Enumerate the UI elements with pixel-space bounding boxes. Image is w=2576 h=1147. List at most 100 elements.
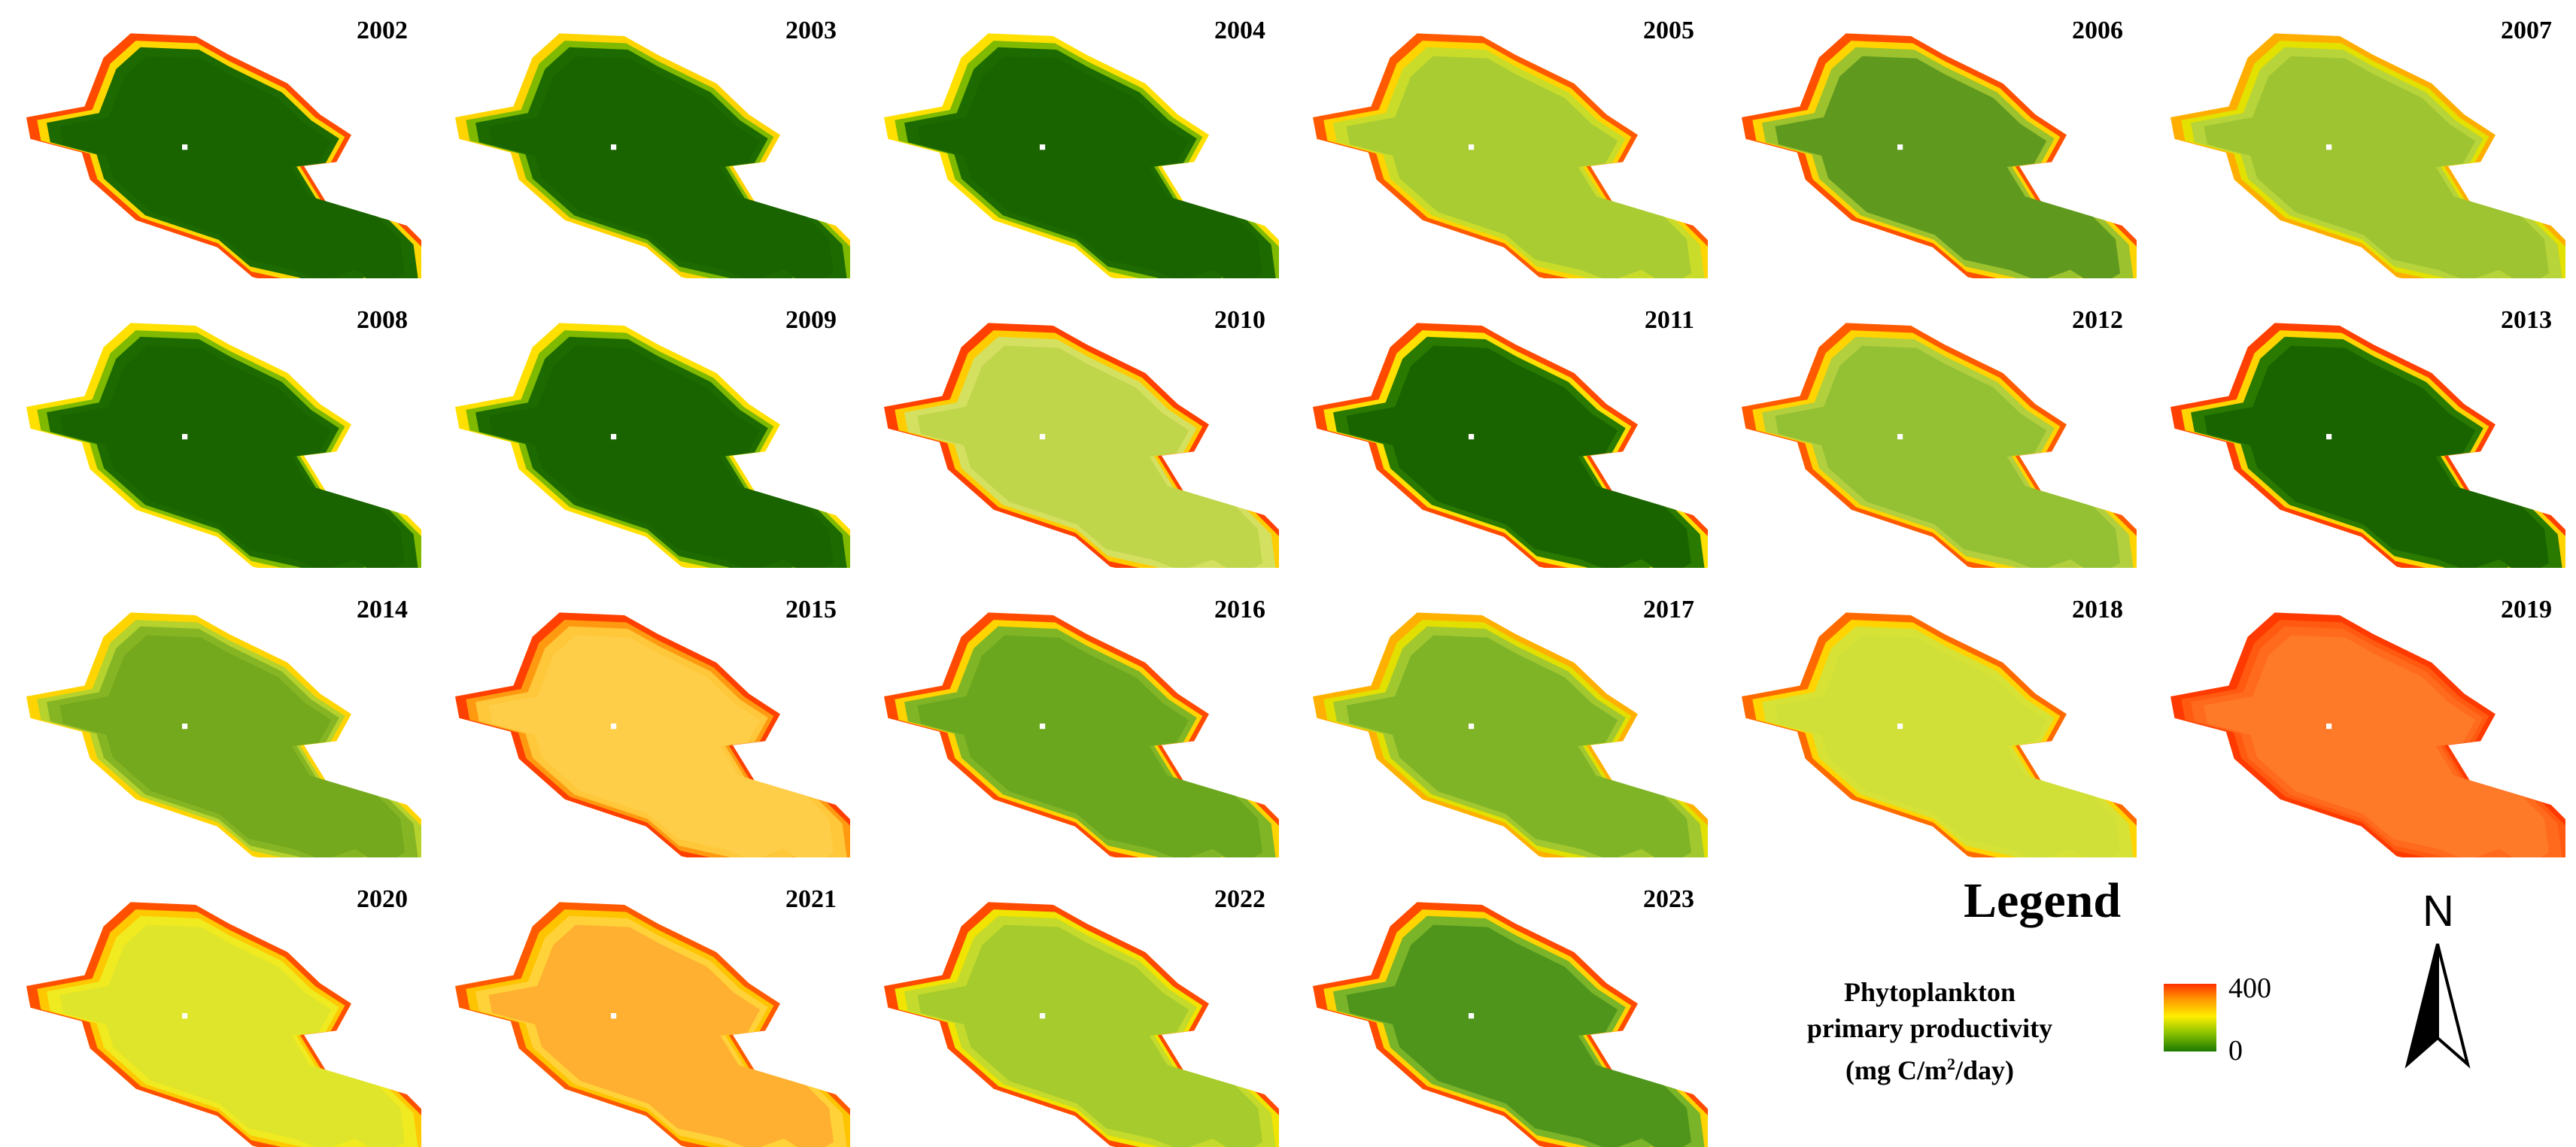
island-speck — [611, 724, 617, 730]
legend-label-line3: (mg C/m2/day) — [1730, 1046, 2129, 1088]
map-year-label: 2021 — [785, 885, 837, 913]
lake-map-2010 — [883, 323, 1279, 568]
lake-map-2018 — [1741, 612, 2137, 857]
island-speck — [611, 1013, 617, 1019]
map-year-label: 2004 — [1214, 17, 1265, 44]
map-year-label: 2016 — [1214, 596, 1265, 624]
map-panel-2022: 2022 — [858, 869, 1279, 1147]
map-year-label: 2020 — [357, 885, 408, 913]
lake-band-3 — [917, 924, 1263, 1147]
lake-band-3 — [59, 56, 406, 278]
map-year-label: 2013 — [2501, 306, 2552, 334]
map-panel-2018: 2018 — [1715, 579, 2137, 857]
lake-band-3 — [2204, 635, 2550, 857]
map-year-label: 2019 — [2501, 596, 2552, 624]
map-panel-2012: 2012 — [1715, 290, 2137, 568]
island-speck — [1040, 1013, 1046, 1019]
map-year-label: 2023 — [1643, 885, 1694, 913]
lake-band-3 — [1775, 56, 2121, 278]
map-year-label: 2022 — [1214, 885, 1265, 913]
island-speck — [1469, 724, 1475, 730]
lake-band-3 — [1346, 924, 1692, 1147]
map-year-label: 2002 — [357, 17, 408, 44]
map-panel-2010: 2010 — [858, 290, 1279, 568]
map-year-label: 2012 — [2072, 306, 2123, 334]
island-speck — [182, 724, 188, 730]
legend-variable-label: Phytoplankton primary productivity (mg C… — [1730, 974, 2129, 1088]
island-speck — [182, 144, 188, 150]
lake-band-3 — [488, 345, 834, 568]
map-panel-2003: 2003 — [429, 0, 850, 278]
map-year-label: 2003 — [785, 17, 837, 44]
map-year-label: 2017 — [1643, 596, 1694, 624]
lake-map-2019 — [2170, 612, 2565, 857]
map-year-label: 2014 — [357, 596, 408, 624]
legend-unit-start: (mg C/m — [1845, 1055, 1947, 1085]
legend-max-label: 400 — [2228, 973, 2271, 1004]
lake-band-3 — [59, 924, 406, 1147]
lake-map-2013 — [2170, 323, 2565, 568]
lake-band-3 — [917, 635, 1263, 857]
map-panel-2020: 2020 — [0, 869, 421, 1147]
island-speck — [1040, 144, 1046, 150]
map-year-label: 2011 — [1644, 306, 1694, 334]
lake-band-3 — [2204, 56, 2550, 278]
lake-band-3 — [1346, 635, 1692, 857]
lake-map-2014 — [26, 612, 421, 857]
island-speck — [1897, 724, 1903, 730]
map-panel-2007: 2007 — [2144, 0, 2565, 278]
lake-map-2007 — [2170, 33, 2565, 278]
lake-band-3 — [1346, 345, 1692, 568]
lake-map-2016 — [883, 612, 1279, 857]
lake-map-2003 — [454, 33, 850, 278]
lake-band-3 — [917, 345, 1263, 568]
lake-map-2015 — [454, 612, 850, 857]
map-panel-2021: 2021 — [429, 869, 850, 1147]
map-panel-2009: 2009 — [429, 290, 850, 568]
map-panel-2014: 2014 — [0, 579, 421, 857]
lake-band-3 — [59, 345, 406, 568]
map-panel-2006: 2006 — [1715, 0, 2137, 278]
map-panel-2008: 2008 — [0, 290, 421, 568]
lake-map-2012 — [1741, 323, 2137, 568]
lake-band-3 — [488, 56, 834, 278]
legend-label-line1: Phytoplankton — [1843, 977, 2016, 1007]
map-year-label: 2005 — [1643, 17, 1694, 44]
island-speck — [1040, 724, 1046, 730]
lake-map-2017 — [1312, 612, 1708, 857]
lake-map-2002 — [26, 33, 421, 278]
lake-map-2004 — [883, 33, 1279, 278]
map-year-label: 2007 — [2501, 17, 2552, 44]
lake-band-3 — [488, 924, 834, 1147]
island-speck — [2326, 724, 2332, 730]
legend-color-ramp — [2164, 984, 2216, 1051]
lake-map-2005 — [1312, 33, 1708, 278]
lake-band-3 — [1775, 635, 2121, 857]
lake-band-3 — [59, 635, 406, 857]
lake-band-3 — [488, 635, 834, 857]
island-speck — [1040, 434, 1046, 440]
map-panel-2013: 2013 — [2144, 290, 2565, 568]
lake-map-2011 — [1312, 323, 1708, 568]
lake-map-2023 — [1312, 902, 1708, 1147]
island-speck — [1469, 434, 1475, 440]
map-panel-2011: 2011 — [1286, 290, 1708, 568]
island-speck — [1897, 434, 1903, 440]
island-speck — [1897, 144, 1903, 150]
map-panel-2019: 2019 — [2144, 579, 2565, 857]
island-speck — [1469, 144, 1475, 150]
map-panel-2023: 2023 — [1286, 869, 1708, 1147]
island-speck — [611, 434, 617, 440]
map-year-label: 2018 — [2072, 596, 2123, 624]
island-speck — [182, 1013, 188, 1019]
north-arrow-label: N — [2423, 887, 2454, 936]
island-speck — [2326, 434, 2332, 440]
island-speck — [1469, 1013, 1475, 1019]
lake-map-2008 — [26, 323, 421, 568]
map-panel-2002: 2002 — [0, 0, 421, 278]
lake-band-3 — [917, 56, 1263, 278]
legend-unit-superscript: 2 — [1946, 1054, 1955, 1073]
north-arrow-icon — [2392, 891, 2483, 1072]
map-panel-2004: 2004 — [858, 0, 1279, 278]
